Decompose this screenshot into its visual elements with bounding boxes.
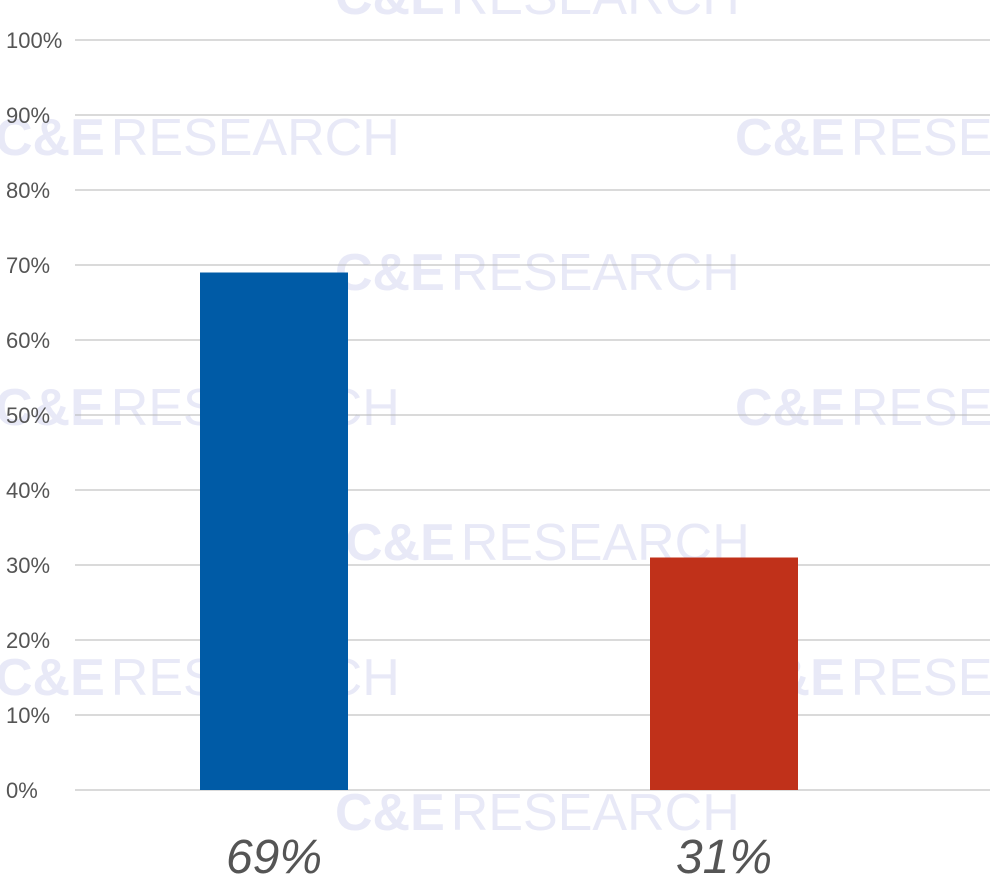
y-tick-label: 20% bbox=[6, 628, 50, 653]
y-axis-ticks: 0% 10% 20% 30% 40% 50% 60% 70% 80% 90% 100% bbox=[6, 28, 62, 803]
y-tick-label: 60% bbox=[6, 328, 50, 353]
y-tick-label: 10% bbox=[6, 703, 50, 728]
bars bbox=[200, 272, 798, 790]
y-tick-label: 100% bbox=[6, 28, 62, 53]
y-tick-label: 30% bbox=[6, 553, 50, 578]
y-tick-label: 70% bbox=[6, 253, 50, 278]
y-tick-label: 80% bbox=[6, 178, 50, 203]
data-labels: 69% 31% bbox=[226, 831, 772, 884]
bar-1 bbox=[200, 272, 348, 790]
data-label: 69% bbox=[226, 831, 322, 884]
y-tick-label: 40% bbox=[6, 478, 50, 503]
y-tick-label: 0% bbox=[6, 778, 38, 803]
y-tick-label: 90% bbox=[6, 103, 50, 128]
bar-2 bbox=[650, 557, 798, 790]
y-tick-label: 50% bbox=[6, 403, 50, 428]
data-label: 31% bbox=[676, 831, 772, 884]
